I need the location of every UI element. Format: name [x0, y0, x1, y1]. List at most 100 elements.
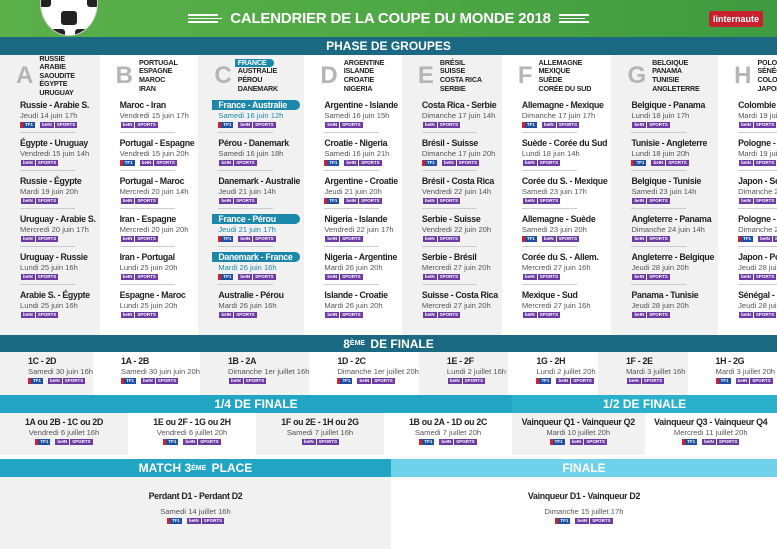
match-item[interactable]: Danemark - Australie Jeudi 21 juin 14h beI…: [218, 173, 300, 211]
match-item[interactable]: Croatie - Nigeria Samedi 16 juin 21h TF1 be…: [324, 135, 398, 173]
match-item[interactable]: Suède - Corée du Sud Lundi 18 juin 14h beI…: [521, 135, 608, 173]
match-item[interactable]: Brésil - Suisse Dimanche 17 juin 20h TF1 be…: [421, 135, 498, 173]
match-item[interactable]: Colombie - JaponMardi 19 juin 14h beINSPO…: [738, 97, 777, 135]
match-item[interactable]: Russie - Égypte Mardi 19 juin 20h beIN SPOR…: [20, 173, 96, 211]
linternaute-logo[interactable]: linternaute: [708, 11, 763, 27]
match-date: Lundi 18 juin 17h: [631, 111, 690, 120]
match-item[interactable]: Nigeria - Islande Vendredi 22 juin 17h beI…: [324, 211, 398, 249]
match-item[interactable]: 1A ou 2B - 1C ou 2D Vendredi 6 juillet 16…: [0, 417, 128, 445]
bein-text: beIN: [422, 236, 437, 242]
match-item[interactable]: Australie - Pérou Mardi 26 juin 16h beIN SP…: [218, 287, 300, 325]
bein-text: beIN: [186, 518, 201, 524]
match-item[interactable]: Égypte - Uruguay Vendredi 15 juin 14h beIN…: [20, 135, 96, 173]
match-teams: Mexique - Sud: [521, 290, 578, 300]
match-item[interactable]: 1E - 2F Lundi 2 juillet 16h beIN SPORTS: [447, 356, 509, 384]
match-item[interactable]: France - Australie Samedi 16 juin 12h TF1 b…: [212, 97, 301, 135]
match-item[interactable]: Costa Rica - Serbie Dimanche 17 juin 14h b…: [421, 97, 498, 135]
match-item[interactable]: Serbie - Brésil Mercredi 27 juin 20h beIN S…: [421, 249, 498, 287]
match-item[interactable]: Iran - Portugal Lundi 25 juin 20h beIN SPOR…: [119, 249, 195, 287]
match-item[interactable]: Allemagne - Suède Samedi 23 juin 20h TF1 be…: [521, 211, 608, 249]
bein-text: beIN: [422, 122, 437, 128]
match-item[interactable]: Islande - Croatie Mardi 26 juin 20h beIN SP…: [324, 287, 398, 325]
match-item[interactable]: Nigeria - Argentine Mardi 26 juin 20h beIN…: [324, 249, 398, 287]
match-item[interactable]: 1A - 2B Samedi 30 juin juin 20h TF1 beIN SPO…: [121, 356, 200, 384]
match-item[interactable]: Brésil - Costa Rica Vendredi 22 juin 14h b…: [421, 173, 498, 211]
match-item[interactable]: 1F ou 2E - 1H ou 2G Samedi 7 juillet 16h b…: [256, 417, 384, 445]
match-item[interactable]: 1F - 2E Mardi 3 juillet 16h beIN SPORTS: [626, 356, 688, 384]
match-item[interactable]: Iran - Espagne Mercredi 20 juin 20h beIN SP…: [119, 211, 195, 249]
match-item[interactable]: Angleterre - Panama Dimanche 24 juin 14h b…: [631, 211, 714, 249]
match-item[interactable]: Mexique - Sud Mercredi 27 juin 16h beIN SPO…: [522, 287, 608, 325]
tf1-logo: TF1: [682, 439, 698, 445]
tv-channels: beIN SPORTS: [522, 312, 608, 318]
match-item[interactable]: 1B ou 2A - 1D ou 2C Samedi 7 juillet 20h T…: [384, 417, 512, 445]
group-header: A RUSSIE ARABIE SAOUDITE ÉGYPTE URUGUAY: [16, 54, 96, 97]
sports-text: SPORTS: [198, 439, 221, 445]
sports-text: SPORTS: [556, 236, 580, 242]
match-item[interactable]: Belgique - Tunisie Samedi 23 juin 14h beIN…: [631, 173, 714, 211]
tv-channels: beIN SPORTS: [218, 312, 300, 318]
match-item[interactable]: Portugal - Espagne Vendredi 15 juin 20h TF…: [119, 135, 195, 173]
match-item[interactable]: Tunisie - Angleterre Lundi 18 juin 20h TF1…: [631, 135, 714, 173]
match-item[interactable]: Japon - SénégalDimanche 24 juin 17h beINS…: [738, 173, 777, 211]
match-teams: 1A - 2B: [121, 356, 149, 366]
match-item[interactable]: Espagne - Maroc Lundi 25 juin 20h beIN SPOR…: [120, 287, 195, 325]
knockout-cell: 1D - 2C Dimanche 1er juillet 20h TF1 beIN SP…: [309, 352, 419, 395]
group-team: JAPON: [757, 83, 777, 93]
match-item[interactable]: Pérou - Danemark Samedi 16 juin 18h beIN SP…: [218, 135, 300, 173]
match-item[interactable]: 1D - 2C Dimanche 1er juillet 20h TF1 beIN SP…: [337, 356, 419, 384]
tv-channels: beIN SPORTS: [324, 122, 398, 128]
match-item[interactable]: Danemark - France Mardi 26 juin 16h TF1 beI…: [212, 249, 301, 287]
match-item[interactable]: Serbie - Suisse Vendredi 22 juin 20h beIN S…: [421, 211, 498, 249]
match-item[interactable]: 1G - 2H Lundi 2 juillet 20h TF1 beIN SPORTS: [536, 356, 598, 384]
match-teams: France - Australie: [212, 100, 301, 110]
match-item[interactable]: 1B - 2A Dimanche 1er juillet 16h beIN SPORT…: [228, 356, 309, 384]
match-date: Jeudi 21 juin 14h: [218, 187, 276, 196]
match-item[interactable]: Suisse - Costa Rica Mercredi 27 juin 20h b…: [422, 287, 498, 325]
match-item[interactable]: 1C - 2D Samedi 30 juin 16h TF1 beIN SPORTS: [28, 356, 93, 384]
match-date: Samedi 16 juin 12h: [218, 111, 284, 120]
match-item[interactable]: Uruguay - Russie Lundi 25 juin 16h beIN SPO…: [20, 249, 96, 287]
match-item[interactable]: Japon - PologneJeudi 28 juin 16h beINSPOR…: [738, 249, 777, 287]
match-item[interactable]: Maroc - Iran Vendredi 15 juin 17h beIN SPOR…: [119, 97, 195, 135]
match-item[interactable]: Panama - Tunisie Jeudi 28 juin 20h beIN SPO…: [631, 287, 714, 325]
match-item[interactable]: Allemagne - Mexique Dimanche 17 juin 17h T…: [521, 97, 608, 135]
match-item[interactable]: Argentine - Islande Samedi 16 juin 15h beI…: [324, 97, 398, 135]
tv-channels: beIN SPORTS: [422, 198, 498, 204]
match-date: Mardi 26 juin 20h: [324, 301, 383, 310]
match-date: Jeudi 28 juin 16h: [738, 263, 777, 272]
match-item[interactable]: Pologne - ColombieDimanche 24 juin 20h TF…: [738, 211, 777, 249]
match-item[interactable]: Vainqueur D1 - Vainqueur D2 Dimanche 15 j…: [391, 491, 777, 524]
match-item[interactable]: Vainqueur Q1 - Vainqueur Q2 Mardi 10 juil…: [512, 417, 645, 445]
match-item[interactable]: Portugal - Maroc Mercredi 20 juin 14h beIN…: [119, 173, 195, 211]
match-teams: France - Pérou: [212, 214, 301, 224]
match-item[interactable]: Argentine - Croatie Jeudi 21 juin 20h TF1 b…: [324, 173, 398, 211]
match-item[interactable]: France - Pérou Jeudi 21 juin 17h TF1 beIN SP…: [212, 211, 301, 249]
match-item[interactable]: Russie - Arabie S. Jeudi 14 juin 17h TF1 be…: [20, 97, 96, 135]
match-item[interactable]: Uruguay - Arabie S. Mercredi 20 juin 17h b…: [20, 211, 96, 249]
bein-text: beIN: [522, 312, 537, 318]
match-item[interactable]: Vainqueur Q3 - Vainqueur Q4 Mercredi 11 j…: [645, 417, 777, 445]
match-item[interactable]: Perdant D1 - Perdant D2 Samedi 14 juillet…: [0, 491, 391, 524]
match-item[interactable]: Angleterre - Belgique Jeudi 28 juin 20h be…: [631, 249, 714, 287]
tf1-logo: TF1: [166, 518, 182, 524]
page-title: CALENDRIER DE LA COUPE DU MONDE 2018: [0, 10, 777, 27]
match-item[interactable]: Corée du S. - Mexique Samedi 23 juin 17h b…: [521, 173, 608, 211]
match-item[interactable]: 1E ou 2F - 1G ou 2H Vendredi 6 juillet 20…: [128, 417, 256, 445]
match-item[interactable]: Corée du S. - Allem. Mercredi 27 juin 16h…: [521, 249, 608, 287]
sports-text: SPORTS: [641, 378, 665, 384]
match-item[interactable]: Pologne - SénégalMardi 19 juin 17h beINSP…: [738, 135, 777, 173]
group-team: ARABIE SAOUDITE: [39, 62, 75, 80]
group-team: AUSTRALIE: [237, 66, 278, 76]
match-item[interactable]: Arabie S. - Égypte Lundi 25 juin 16h beIN S…: [20, 287, 96, 325]
group-letter: A: [16, 62, 34, 89]
match-item[interactable]: Belgique - Panama Lundi 18 juin 17h beIN SP…: [631, 97, 714, 135]
match-teams: Angleterre - Belgique: [631, 252, 715, 262]
match-item[interactable]: 1H - 2G Mardi 3 juillet 20h TF1 beIN SPORTS: [715, 356, 777, 384]
tv-channels: beIN SPORTS: [256, 439, 384, 445]
bein-text: beIN: [522, 274, 537, 280]
match-item[interactable]: Sénégal - ColombieJeudi 28 juin 16h beINS…: [738, 287, 777, 325]
